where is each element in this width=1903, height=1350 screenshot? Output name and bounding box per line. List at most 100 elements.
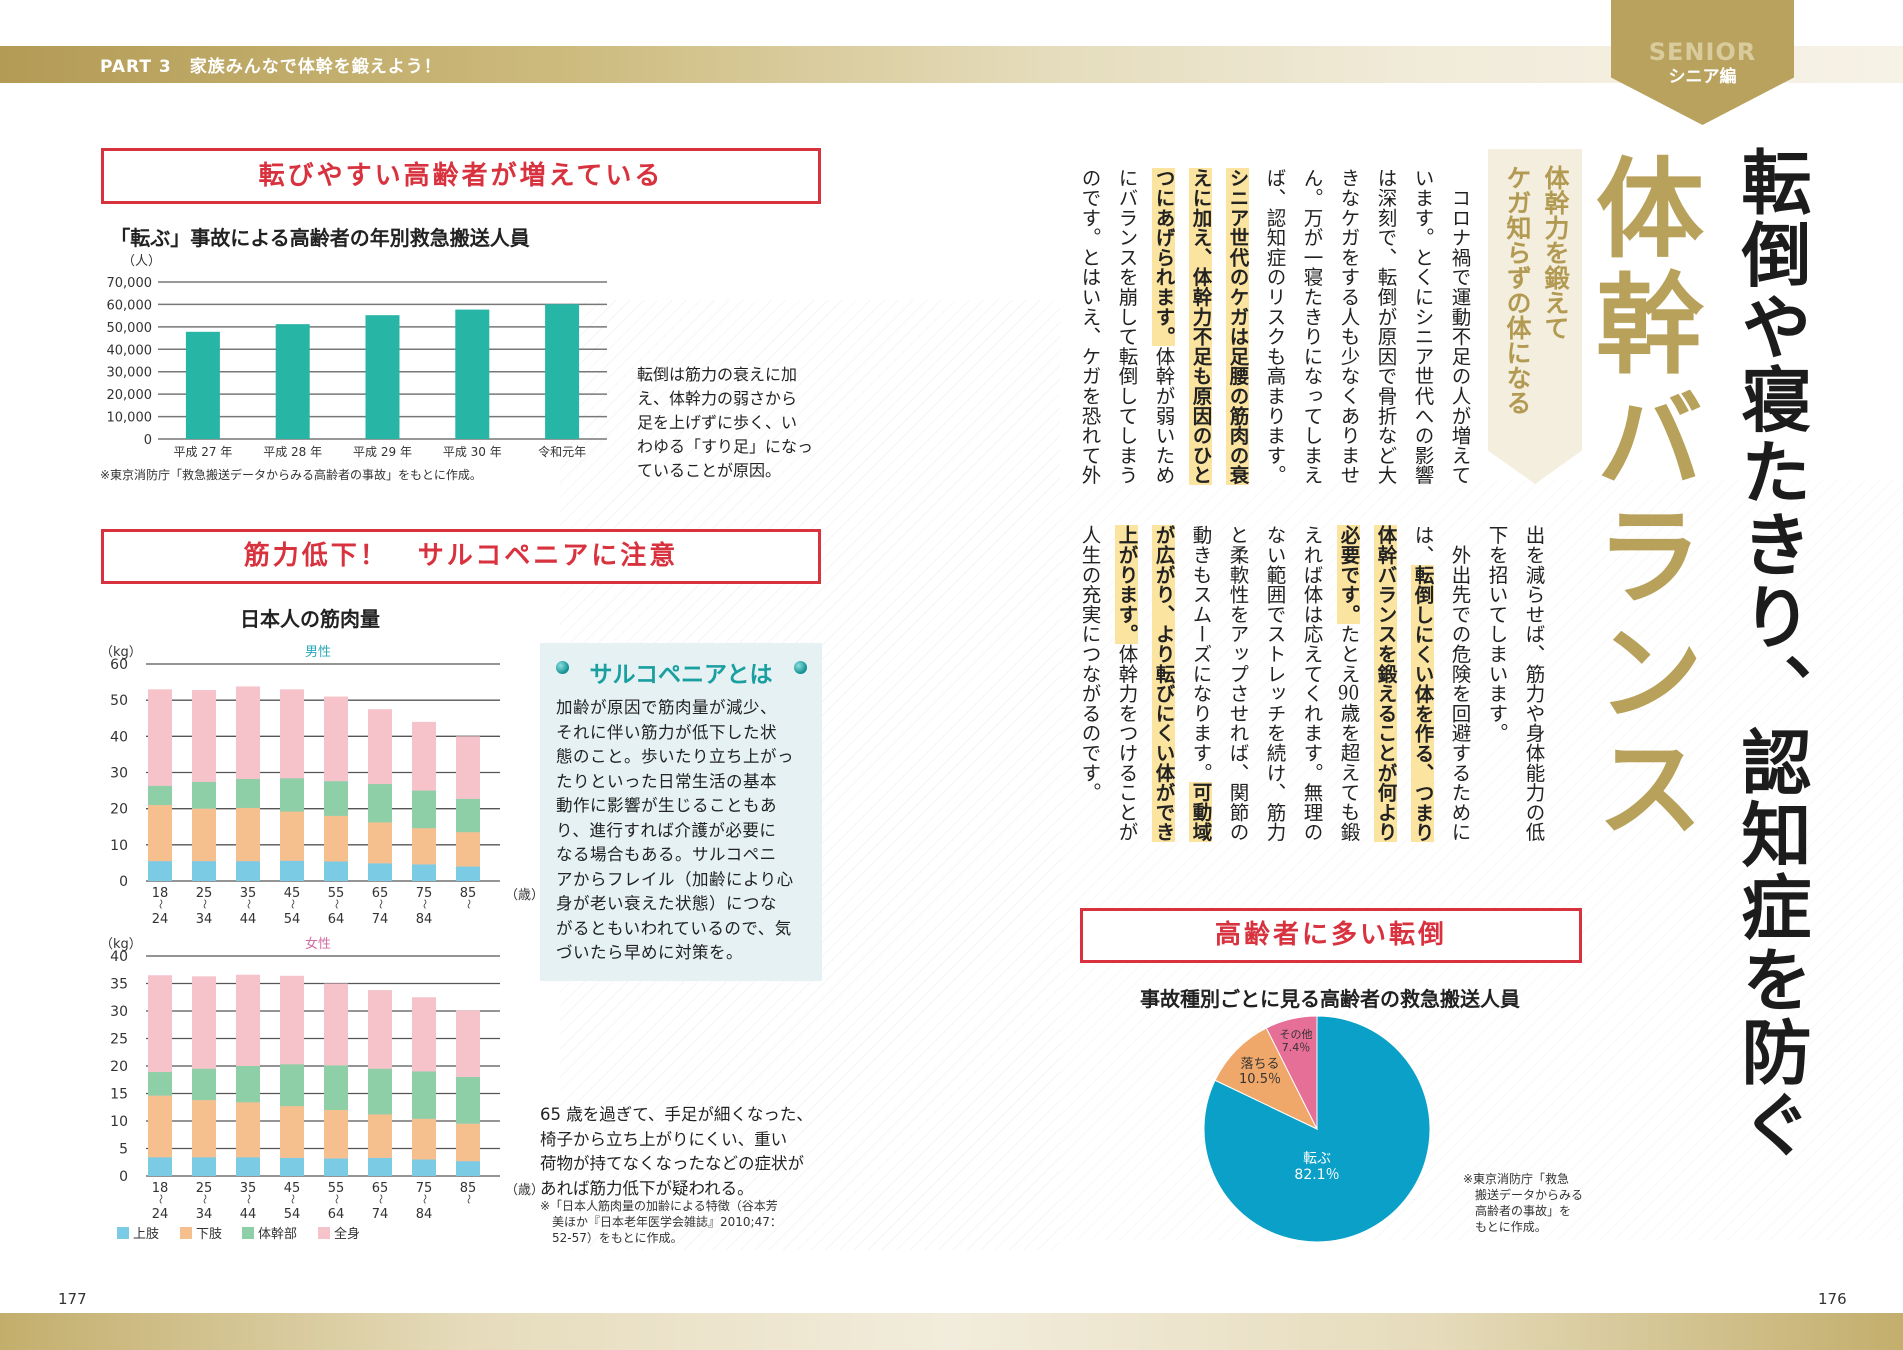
y-tick-label: 30 [110, 1004, 128, 1020]
text-line: あれば筋力低下が疑われる。 [540, 1178, 754, 1198]
bar-segment-lower [236, 1102, 260, 1158]
text-column: 外出先での危険を回避するために [1441, 525, 1478, 875]
x-tick-label: 18 [152, 1181, 169, 1196]
x-tick-label: 平成 30 年 [443, 445, 502, 459]
bar-segment-lower [192, 808, 216, 862]
x-tick-label: 74 [372, 1207, 389, 1222]
x-tick-range-sep: 〜 [418, 899, 429, 909]
bar-segment-whole [148, 975, 172, 1176]
legend-swatch [180, 1227, 192, 1239]
text-column: います。とくにシニア世代への影響 [1404, 168, 1441, 498]
sarcopenia-title: サルコペニアとは [589, 662, 773, 688]
bar-segment-upper [368, 863, 392, 881]
bar-segment-upper [236, 1157, 260, 1176]
y-tick-label: 10,000 [107, 411, 153, 426]
body-text: 外出先での危険を回避するために [1448, 525, 1471, 842]
bar-segment-upper [456, 1161, 480, 1176]
bar-segment-lower [456, 1123, 480, 1162]
text-column: 上がります。体幹力をつけることが [1108, 525, 1145, 875]
x-tick-label: 85 [460, 1181, 477, 1196]
bar-segment-lower [368, 1114, 392, 1158]
bar-segment-trunk [456, 798, 480, 833]
x-tick-label: 64 [328, 1207, 345, 1222]
bar-segment-whole [412, 997, 436, 1176]
text-line: 加齢が原因で筋肉量が減少、 [556, 698, 777, 717]
y-axis-unit: （人） [122, 254, 161, 269]
header-band [0, 46, 1903, 83]
highlighted-text: 必要です。 [1337, 525, 1360, 624]
body-text: 出を減らせば、筋力や身体能力の低 [1522, 525, 1545, 842]
x-tick-label: 65 [372, 886, 389, 901]
bar [365, 315, 400, 439]
x-tick-range-sep: 〜 [418, 1194, 429, 1204]
x-tick-label: 35 [240, 886, 257, 901]
x-tick-range-sep: 〜 [154, 899, 165, 909]
bar-segment-trunk [412, 1071, 436, 1119]
y-tick-label: 10 [110, 1114, 128, 1130]
bar-segment-lower [280, 811, 304, 861]
bar-segment-whole [368, 709, 392, 881]
y-tick-label: 50,000 [107, 321, 153, 336]
bar-segment-whole [324, 696, 348, 881]
text-column: ん。万が一寝たきりになってしまえ [1293, 168, 1330, 498]
y-tick-label: 5 [119, 1142, 128, 1158]
legend-label: 全身 [334, 1226, 360, 1242]
subtitle: 体幹力を鍛えて ケガ知らずの体になる [1488, 165, 1582, 465]
y-tick-label: 0 [144, 433, 152, 448]
note-line: 52-57）をもとに作成。 [540, 1231, 683, 1245]
x-tick-range-sep: 〜 [374, 1194, 385, 1204]
bar-segment-whole [192, 690, 216, 881]
text-column: ば、認知症のリスクも高まります。 [1256, 168, 1293, 498]
note-line: 搬送データからみる [1463, 1188, 1584, 1202]
bar-segment-whole [456, 1010, 480, 1176]
text-line: 荷物が持てなくなったなどの症状が [540, 1154, 804, 1173]
symptom-text: 65 歳を過ぎて、手足が細くなった、 椅子から立ち上がりにくい、重い 荷物が持て… [540, 1103, 830, 1201]
bar-segment-upper [368, 1157, 392, 1176]
x-tick-range-sep: 〜 [242, 899, 253, 909]
y-tick-label: 0 [119, 1169, 128, 1185]
bar-segment-whole [456, 736, 480, 881]
bar-segment-trunk [324, 781, 348, 816]
x-axis-unit: （歳） [505, 1183, 544, 1198]
highlighted-text: 転倒しにくい体を作る、つまり [1411, 564, 1434, 842]
bar-segment-upper [192, 1157, 216, 1176]
bar-segment-whole [324, 983, 348, 1176]
section-heading-sarcopenia: 筋力低下！ サルコペニアに注意 [101, 529, 821, 584]
text-line: 65 歳を過ぎて、手足が細くなった、 [540, 1105, 813, 1124]
bar-segment-upper [148, 1157, 172, 1176]
bar [275, 324, 310, 439]
x-tick-label: 55 [328, 886, 345, 901]
page-number-right: 176 [1818, 1290, 1847, 1308]
x-tick-label: 35 [240, 1181, 257, 1196]
bar-segment-upper [324, 861, 348, 881]
bar-segment-trunk [148, 1072, 172, 1096]
bar-segment-lower [412, 828, 436, 865]
highlighted-text: シニア世代のケガは足腰の筋肉の衰 [1226, 168, 1249, 485]
body-text: ん。万が一寝たきりになってしまえ [1300, 168, 1323, 485]
body-text: は、 [1411, 525, 1434, 565]
x-tick-label: 54 [284, 1207, 301, 1222]
text-line: たりといった日常生活の基本 [556, 771, 777, 791]
y-tick-label: 20 [110, 1059, 128, 1075]
bar-segment-trunk [324, 1065, 348, 1110]
text-column: 体幹バランスを鍛えることが何より [1367, 525, 1404, 875]
text-column: のです。とはいえ、ケガを恐れて外 [1071, 168, 1108, 498]
footer-band [0, 1313, 1903, 1350]
x-tick-range-sep: 〜 [286, 899, 297, 909]
bar-segment-lower [368, 822, 392, 864]
bar-segment-trunk [192, 1068, 216, 1101]
bar-segment-whole [236, 974, 260, 1176]
bar-segment-trunk [148, 785, 172, 806]
chart1-caption: 転倒は筋力の衰えに加 え、体幹力の弱さから 足を上げずに歩く、い わゆる「すり足… [637, 363, 837, 483]
text-column: えに加え、体幹力不足も原因のひと [1182, 168, 1219, 498]
x-tick-label: 54 [284, 912, 301, 927]
note-line: 高齢者の事故」を [1463, 1204, 1572, 1218]
x-tick-range-sep: 〜 [330, 899, 341, 909]
text-line: 動作に影響が生じることもあ [556, 796, 777, 815]
text-line: 態のこと。歩いたり立ち上がっ [556, 747, 794, 766]
bullet-dot-icon [794, 661, 807, 674]
bar-segment-upper [324, 1158, 348, 1176]
y-tick-label: 40 [110, 949, 128, 965]
bar-segment-upper [148, 861, 172, 881]
y-tick-label: 20 [110, 802, 128, 818]
